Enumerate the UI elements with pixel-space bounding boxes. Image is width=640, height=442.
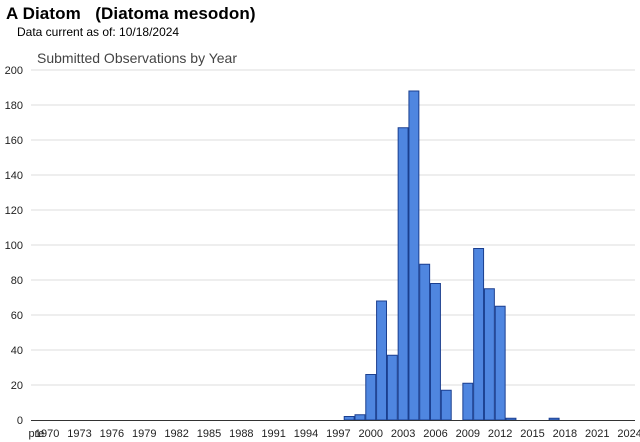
- y-tick-label: 60: [11, 310, 23, 322]
- bar-2002: [386, 354, 398, 421]
- bars: [343, 90, 560, 421]
- y-tick-label: 20: [11, 380, 23, 392]
- bar-2012: [494, 305, 506, 421]
- gridlines: [31, 69, 635, 386]
- bar-1999: [354, 414, 366, 421]
- bar-2001: [376, 300, 387, 421]
- bar-2011: [483, 288, 495, 421]
- y-tick-label: 100: [5, 240, 23, 252]
- data-date-subtitle: Data current as of: 10/18/2024: [17, 25, 180, 39]
- bar-2017: [548, 417, 560, 421]
- bar-2013: [505, 417, 517, 421]
- page-title: A Diatom (Diatoma mesodon): [6, 4, 256, 23]
- y-tick-label: 200: [5, 65, 23, 77]
- x-tick-label: 2021: [585, 428, 609, 440]
- bar-2000: [365, 374, 377, 421]
- x-tick-label: 2015: [520, 428, 544, 440]
- bar-2007: [440, 389, 452, 421]
- bar-2005: [419, 263, 431, 421]
- x-tick-label: 1985: [197, 428, 221, 440]
- x-tick-label: 1991: [261, 428, 285, 440]
- x-tick-label: 1973: [67, 428, 91, 440]
- bar-2004: [408, 90, 420, 421]
- x-tick-label: pre: [28, 428, 44, 440]
- x-tick-label: 1970: [35, 428, 59, 440]
- x-tick-label: 1997: [326, 428, 350, 440]
- x-tick-label: 1976: [100, 428, 124, 440]
- x-tick-label: 2009: [456, 428, 480, 440]
- y-tick-label: 180: [5, 100, 23, 112]
- x-tick-label: 1988: [229, 428, 253, 440]
- x-tick-label: 2012: [488, 428, 512, 440]
- y-tick-label: 80: [11, 275, 23, 287]
- x-tick-label: 1982: [164, 428, 188, 440]
- y-tick-label: 40: [11, 345, 23, 357]
- bar-2006: [430, 283, 441, 421]
- bar-1998: [343, 416, 355, 421]
- bar-2003: [397, 127, 409, 421]
- x-tick-label: 2003: [391, 428, 415, 440]
- y-tick-label: 140: [5, 170, 23, 182]
- bar-2010: [473, 248, 485, 421]
- bar-2009: [462, 382, 474, 421]
- x-tick-label: 2018: [553, 428, 577, 440]
- x-tick-label: 1994: [294, 428, 318, 440]
- y-tick-label: 120: [5, 205, 23, 217]
- x-tick-label: 2006: [423, 428, 447, 440]
- x-tick-label: 2024: [617, 428, 640, 440]
- y-tick-label: 160: [5, 135, 23, 147]
- chart-title: Submitted Observations by Year: [37, 50, 237, 66]
- x-tick-label: 2000: [359, 428, 383, 440]
- y-axis-ticks: 0 20 40 60 80 100 120 140 160 180 200: [5, 65, 23, 427]
- y-tick-label: 0: [17, 415, 23, 427]
- x-tick-label: 1979: [132, 428, 156, 440]
